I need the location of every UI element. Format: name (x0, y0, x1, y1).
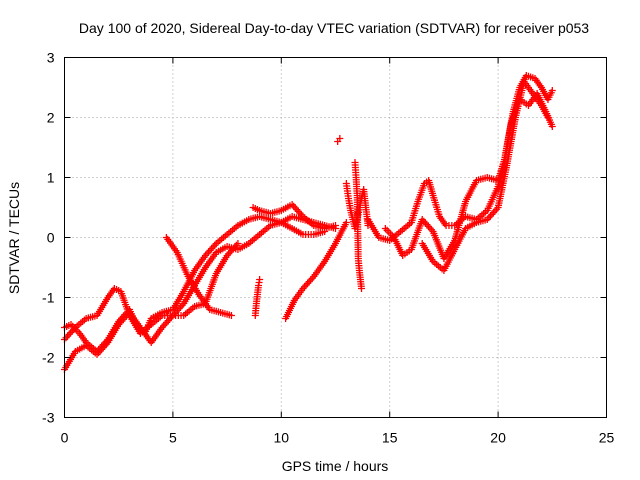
series-track-i (351, 159, 366, 292)
y-tick-label: 3 (47, 50, 55, 66)
series-track-f (282, 219, 350, 322)
data-point (336, 135, 344, 142)
x-tick-label: 25 (599, 430, 615, 446)
data-point (544, 114, 552, 121)
series-track-e (249, 201, 339, 232)
data-point (548, 123, 556, 130)
series-track-j (334, 135, 344, 145)
data-point (548, 87, 556, 94)
data-point (234, 240, 242, 247)
y-tick-label: -1 (42, 290, 55, 306)
series-track-c (61, 240, 242, 373)
y-tick-label: 1 (47, 170, 55, 186)
data-point (256, 276, 264, 283)
y-tick-label: -3 (42, 410, 55, 426)
chart-title: Day 100 of 2020, Sidereal Day-to-day VTE… (79, 20, 589, 36)
y-tick-label: 0 (47, 230, 55, 246)
series-track-m (418, 78, 552, 274)
x-tick-label: 5 (169, 430, 177, 446)
x-ticks: 0 5 10 15 20 25 (61, 57, 615, 446)
series-track-g (251, 276, 264, 319)
y-tick-label: -2 (42, 350, 55, 366)
y-ticks: -3 -2 -1 0 1 2 3 (42, 50, 607, 426)
data-point (332, 222, 339, 229)
data-points (61, 72, 556, 373)
series-track-d (162, 234, 235, 319)
x-tick-label: 0 (61, 430, 69, 446)
x-tick-label: 15 (382, 430, 398, 446)
y-tick-label: 2 (47, 110, 55, 126)
data-point (342, 219, 350, 226)
x-tick-label: 10 (274, 430, 290, 446)
data-point (227, 312, 235, 319)
x-axis-label: GPS time / hours (282, 458, 389, 474)
y-axis-label: SDTVAR / TECUs (6, 182, 22, 294)
series-track-l (381, 90, 556, 262)
x-tick-label: 20 (490, 430, 506, 446)
data-point (358, 285, 366, 292)
